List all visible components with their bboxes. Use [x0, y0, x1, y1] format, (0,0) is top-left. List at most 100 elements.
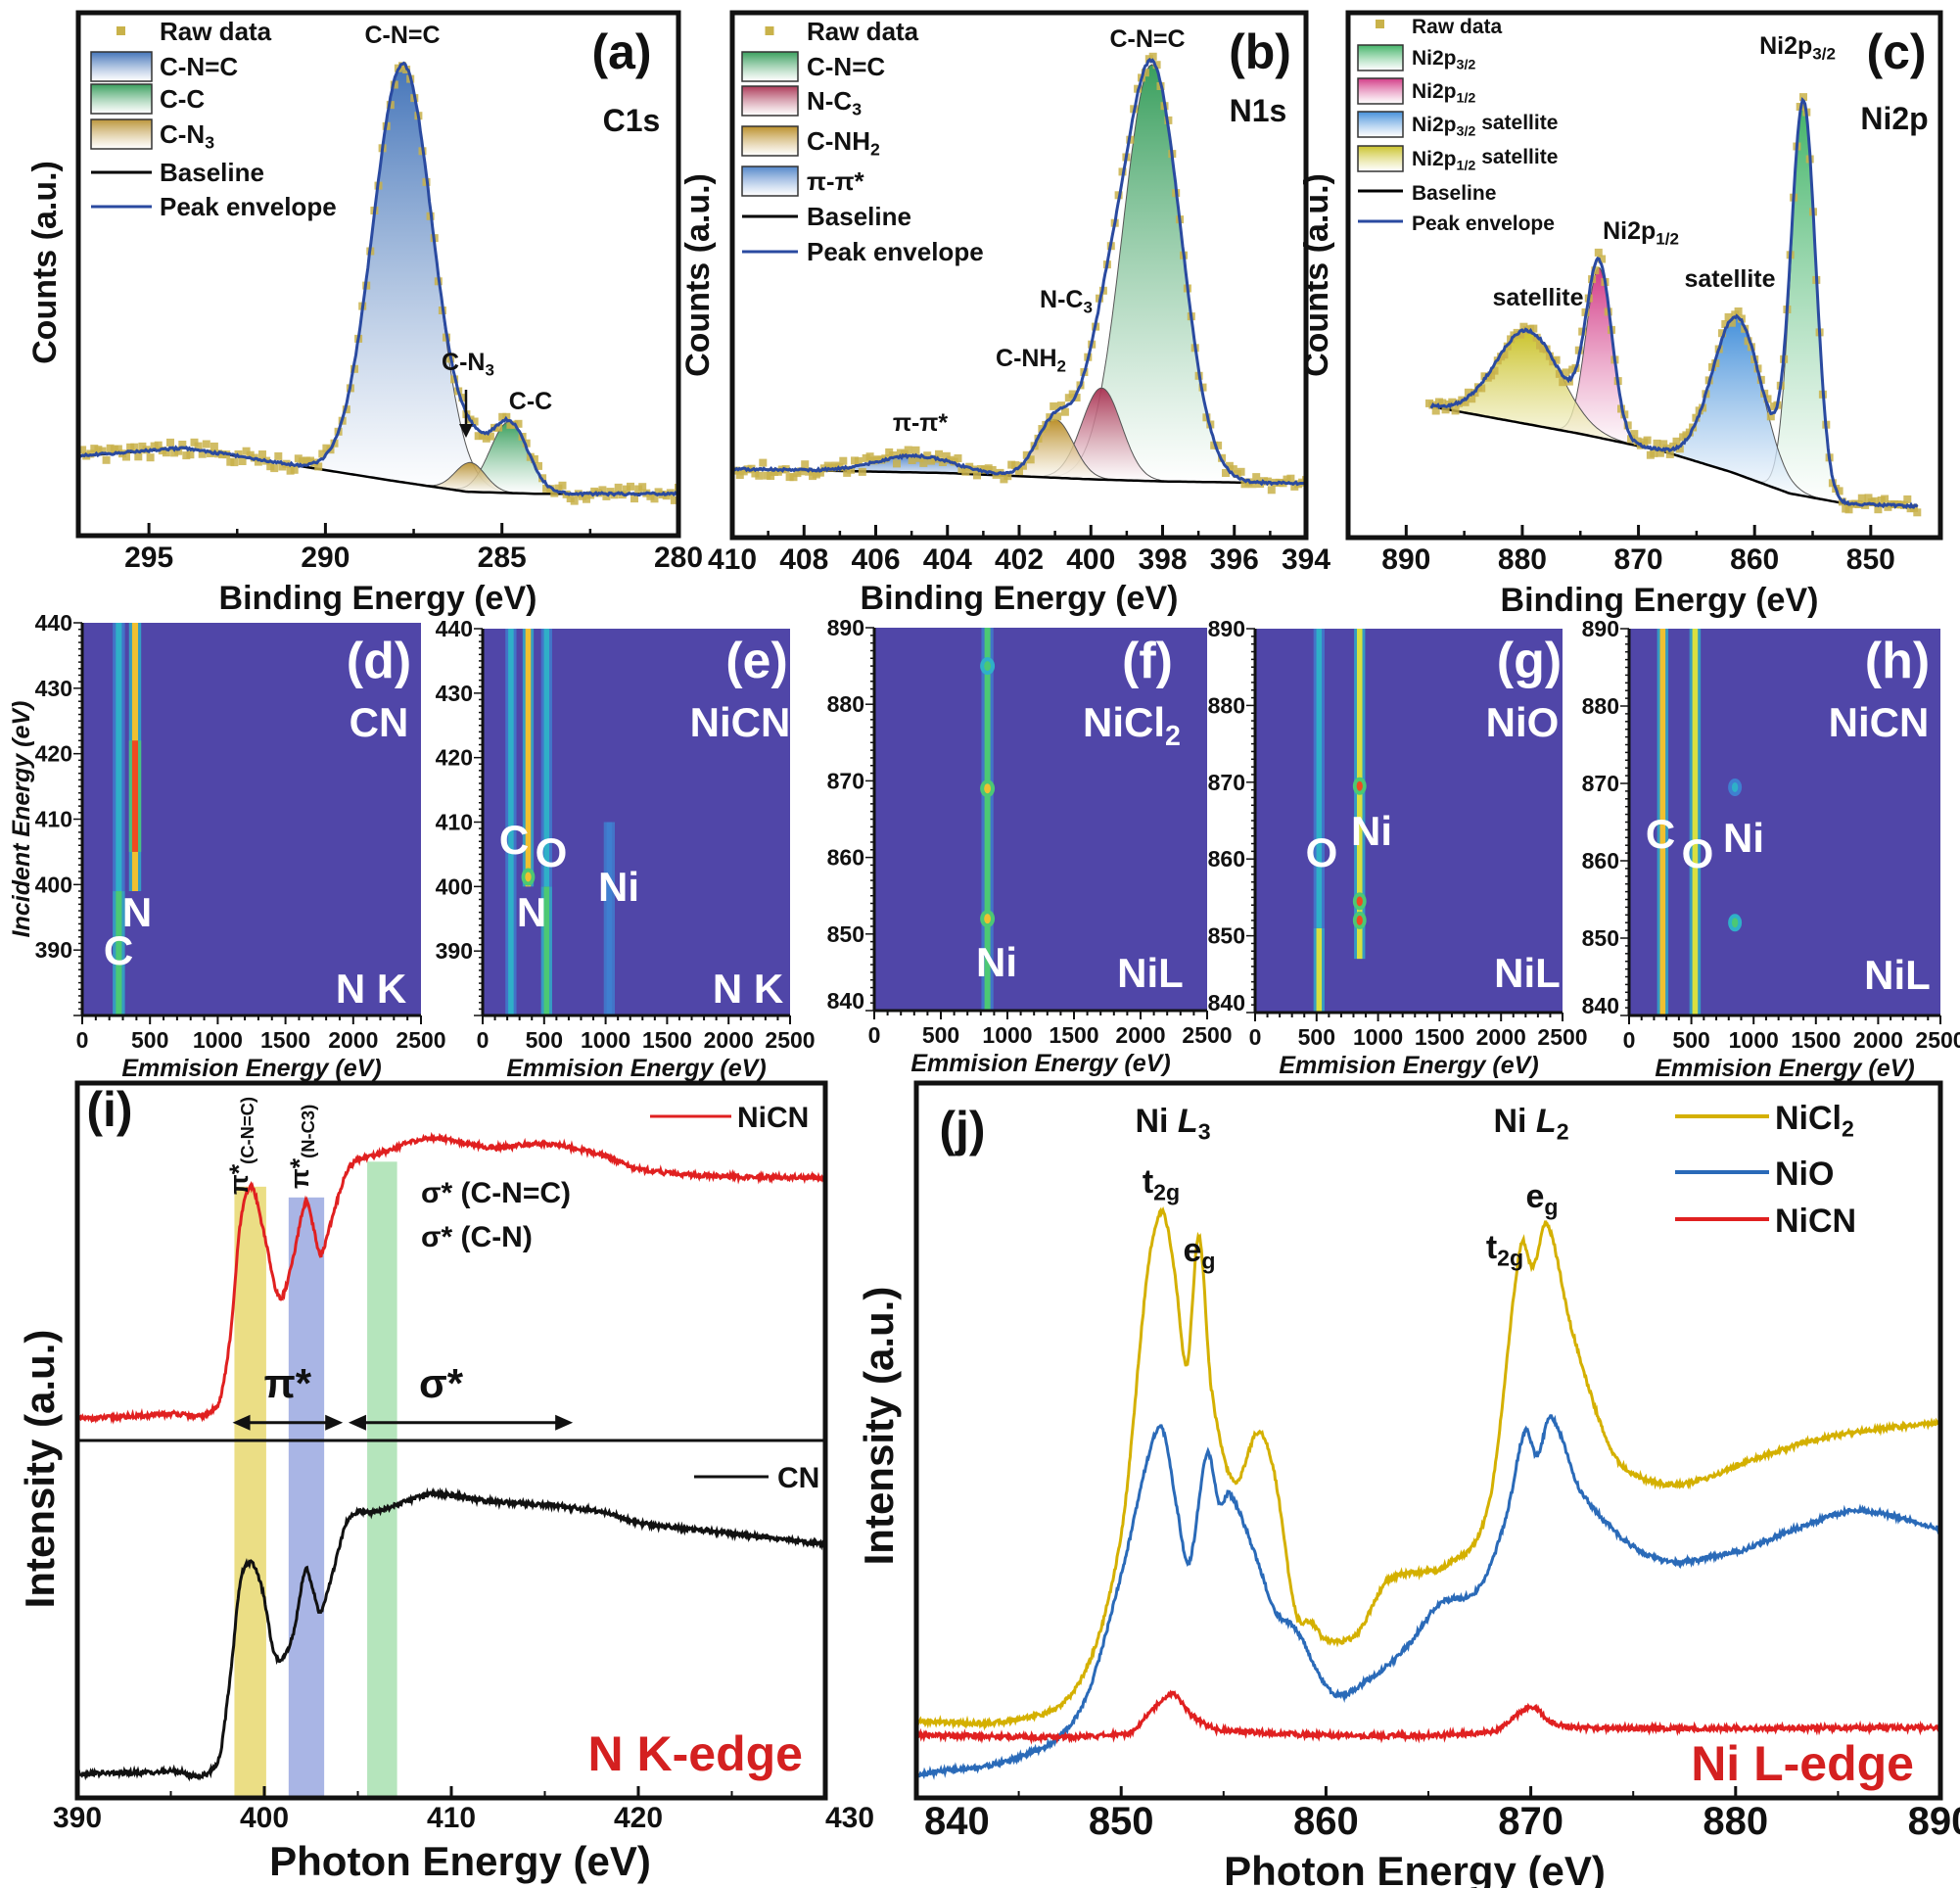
legend-label: Raw data	[807, 17, 919, 46]
sigma-star-label: σ* (C-N)	[421, 1221, 533, 1253]
heatmap-background	[1629, 629, 1940, 1015]
peak-annotation: Ni2p1/2	[1603, 217, 1679, 248]
y-tick-label: 860	[827, 845, 864, 871]
sample-label: NiO	[1486, 699, 1560, 745]
raw-data-point	[286, 466, 295, 475]
raw-data-point	[586, 491, 595, 499]
legend-item: Ni2p3/2 satellite	[1357, 111, 1558, 140]
series-line	[916, 1205, 1940, 1731]
xas-panel-j: 840 850 860 870 880 890 Photon Energy (eV) Inte…	[856, 1080, 1960, 1888]
legend-item: CN	[694, 1462, 819, 1494]
raw-data-point	[793, 469, 802, 478]
x-tick-label: 870	[1498, 1800, 1563, 1843]
y-tick-label: 390	[436, 938, 473, 964]
emission-streak	[1316, 927, 1323, 1013]
range-label: σ*	[419, 1360, 464, 1406]
sample-label-base: NiCl	[1083, 699, 1165, 745]
legend-label: π-π*	[807, 166, 864, 196]
raw-data-point	[1718, 329, 1726, 338]
legend-label: CN	[777, 1462, 819, 1494]
x-tick-label: 420	[614, 1802, 663, 1834]
sample-label: NiCN	[690, 699, 791, 745]
baseline-line	[1431, 404, 1918, 508]
peak-annotation-subscript: 2	[1057, 356, 1066, 375]
intensity-hotspot	[984, 661, 991, 672]
peak-annotation-base: N-C	[1040, 286, 1083, 313]
raw-data-point	[126, 443, 135, 451]
raw-data-point	[226, 457, 235, 466]
pi-star-label: π*(N-C3)	[285, 1105, 318, 1189]
legend-item: Peak envelope	[1358, 212, 1555, 235]
x-tick-label: 398	[1138, 543, 1187, 576]
raw-data-point	[182, 451, 191, 460]
raw-data-point	[1490, 366, 1499, 375]
x-tick-label: 404	[923, 543, 972, 576]
raw-data-point	[1555, 369, 1563, 378]
legend-label-base: NiCl	[1775, 1100, 1842, 1137]
core-level-label: N1s	[1230, 93, 1287, 128]
legend-label-subscript: 2	[1842, 1115, 1854, 1141]
raw-data-point	[154, 441, 163, 449]
element-label: O	[1682, 830, 1714, 876]
legend-label: C-C	[160, 84, 205, 114]
xps-panel-a: 295 290 285 280 Binding Energy (eV) Counts (a…	[26, 10, 703, 617]
series-line	[75, 1487, 826, 1782]
xps-panel-b: 410 408 406 404 402 400 398 396 394 Binding Energ…	[679, 10, 1330, 617]
x-tick-label: 1000	[1353, 1024, 1403, 1050]
orbital-label-base: e	[1183, 1232, 1201, 1269]
panel-label: (c)	[1866, 24, 1926, 79]
raw-data-point	[942, 451, 951, 460]
raw-data-point	[530, 454, 538, 463]
raw-data-point	[627, 482, 634, 491]
legend-item: C-NH2	[741, 125, 880, 160]
raw-data-point	[266, 462, 275, 471]
raw-data-point	[1064, 394, 1073, 402]
x-tick-label: 2500	[1915, 1027, 1960, 1053]
heatmap-background	[874, 628, 1207, 1011]
y-tick-label: 870	[827, 768, 864, 793]
raw-data-point	[1468, 395, 1476, 403]
x-tick-label: 396	[1210, 543, 1259, 576]
raw-data-point	[839, 456, 848, 465]
peak-annotation: Ni2p3/2	[1759, 32, 1836, 63]
x-tick-label: 0	[477, 1027, 490, 1053]
heatmap-background	[1255, 629, 1563, 1013]
legend-item: Ni2p1/2 satellite	[1357, 145, 1558, 174]
raw-data-point	[498, 412, 507, 421]
raw-data-point	[110, 445, 118, 453]
x-tick-label: 394	[1282, 543, 1330, 576]
energy-band-highlight	[367, 1161, 397, 1798]
edge-label: N K	[336, 966, 406, 1012]
panel-label: (i)	[86, 1082, 132, 1137]
raw-data-point	[186, 450, 195, 459]
raw-data-point	[194, 442, 203, 450]
raw-data-point	[458, 394, 467, 402]
y-tick-label: 840	[1208, 990, 1245, 1015]
raw-data-point	[398, 62, 406, 71]
peak-envelope-line	[732, 57, 1306, 487]
raw-data-point	[1018, 461, 1027, 470]
raw-data-point	[1903, 495, 1912, 503]
legend-item: Baseline	[91, 158, 264, 187]
x-tick-label: 500	[922, 1022, 959, 1048]
raw-data-point	[1053, 412, 1062, 421]
raw-data-point	[1653, 439, 1661, 448]
core-level-label: C1s	[603, 103, 661, 138]
raw-data-point	[1646, 450, 1655, 459]
legend-label: Ni2p1/2 satellite	[1412, 146, 1558, 174]
element-label: N	[122, 889, 152, 935]
figure-panels: 295 290 285 280 Binding Energy (eV) Counts (a…	[8, 10, 1960, 1888]
x-tick-label: 500	[526, 1027, 563, 1053]
x-tick-label: 2500	[1537, 1024, 1587, 1050]
raw-data-point	[230, 458, 239, 467]
x-tick-label: 1500	[1415, 1024, 1465, 1050]
y-tick-label: 390	[35, 937, 72, 963]
element-label: Ni	[1351, 808, 1392, 854]
legend-item: Raw data	[765, 17, 919, 46]
edge-label: NiL	[1117, 950, 1184, 996]
x-tick-label: 2500	[396, 1027, 445, 1053]
raw-data-point	[1744, 337, 1752, 346]
x-axis-label: Emmision Energy (eV)	[1279, 1052, 1538, 1079]
peak-annotation-subscript: 3	[1083, 298, 1092, 316]
legend-label-base: C-N	[160, 119, 205, 149]
